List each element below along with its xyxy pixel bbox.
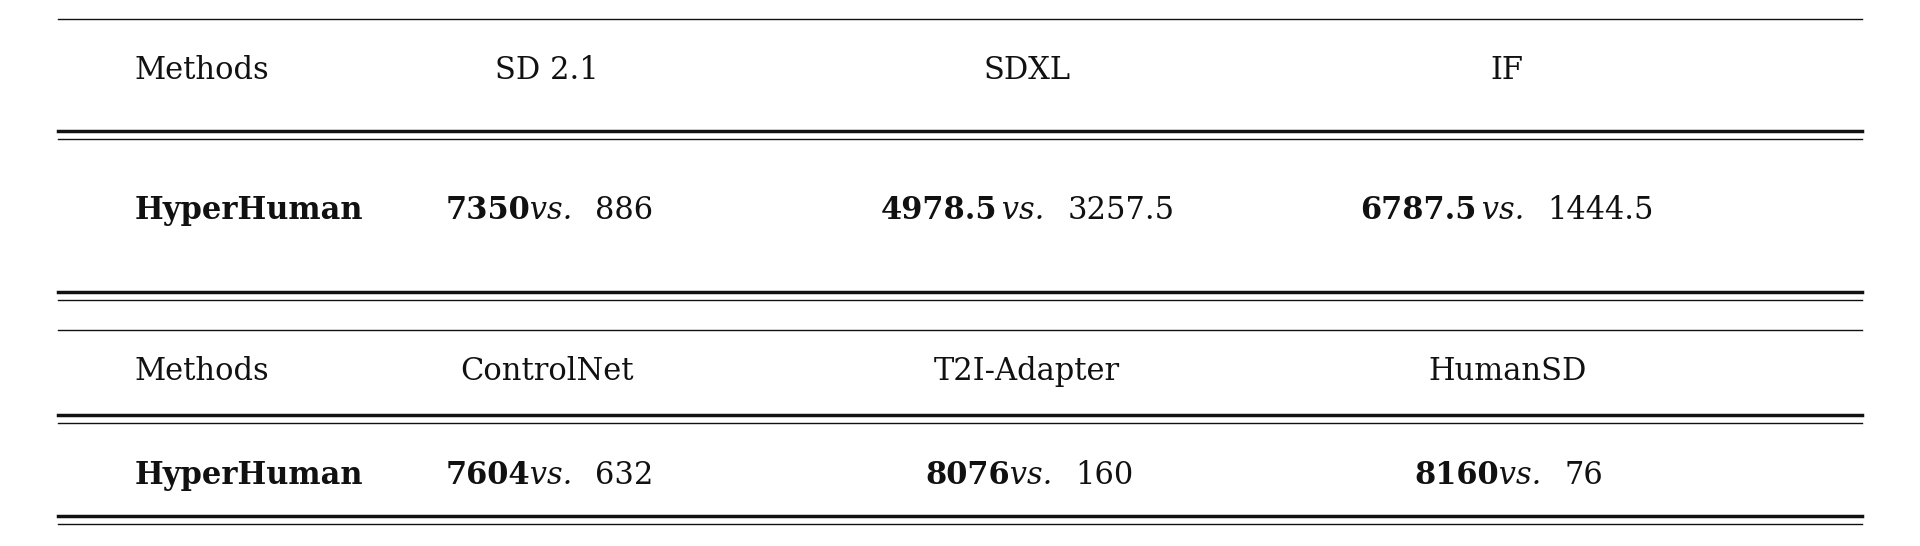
Text: 76: 76 — [1565, 460, 1603, 490]
Text: 160: 160 — [1075, 460, 1133, 490]
Text: 8076: 8076 — [925, 460, 1010, 490]
Text: SDXL: SDXL — [983, 56, 1071, 86]
Text: 3257.5: 3257.5 — [1068, 195, 1175, 225]
Text: vs.: vs. — [1473, 195, 1534, 225]
Text: HumanSD: HumanSD — [1428, 356, 1586, 387]
Text: Methods: Methods — [134, 56, 269, 86]
Text: 1444.5: 1444.5 — [1548, 195, 1653, 225]
Text: ControlNet: ControlNet — [461, 356, 634, 387]
Text: HyperHuman: HyperHuman — [134, 460, 363, 490]
Text: T2I-Adapter: T2I-Adapter — [935, 356, 1119, 387]
Text: 4978.5: 4978.5 — [881, 195, 996, 225]
Text: vs.: vs. — [520, 195, 582, 225]
Text: 8160: 8160 — [1415, 460, 1500, 490]
Text: 7350: 7350 — [445, 195, 530, 225]
Text: vs.: vs. — [520, 460, 582, 490]
Text: vs.: vs. — [1000, 460, 1062, 490]
Text: vs.: vs. — [1490, 460, 1551, 490]
Text: 6787.5: 6787.5 — [1361, 195, 1476, 225]
Text: HyperHuman: HyperHuman — [134, 195, 363, 225]
Text: vs.: vs. — [993, 195, 1054, 225]
Text: IF: IF — [1490, 56, 1524, 86]
Text: 886: 886 — [595, 195, 653, 225]
Text: 7604: 7604 — [445, 460, 530, 490]
Text: 632: 632 — [595, 460, 655, 490]
Text: Methods: Methods — [134, 356, 269, 387]
Text: SD 2.1: SD 2.1 — [495, 56, 599, 86]
